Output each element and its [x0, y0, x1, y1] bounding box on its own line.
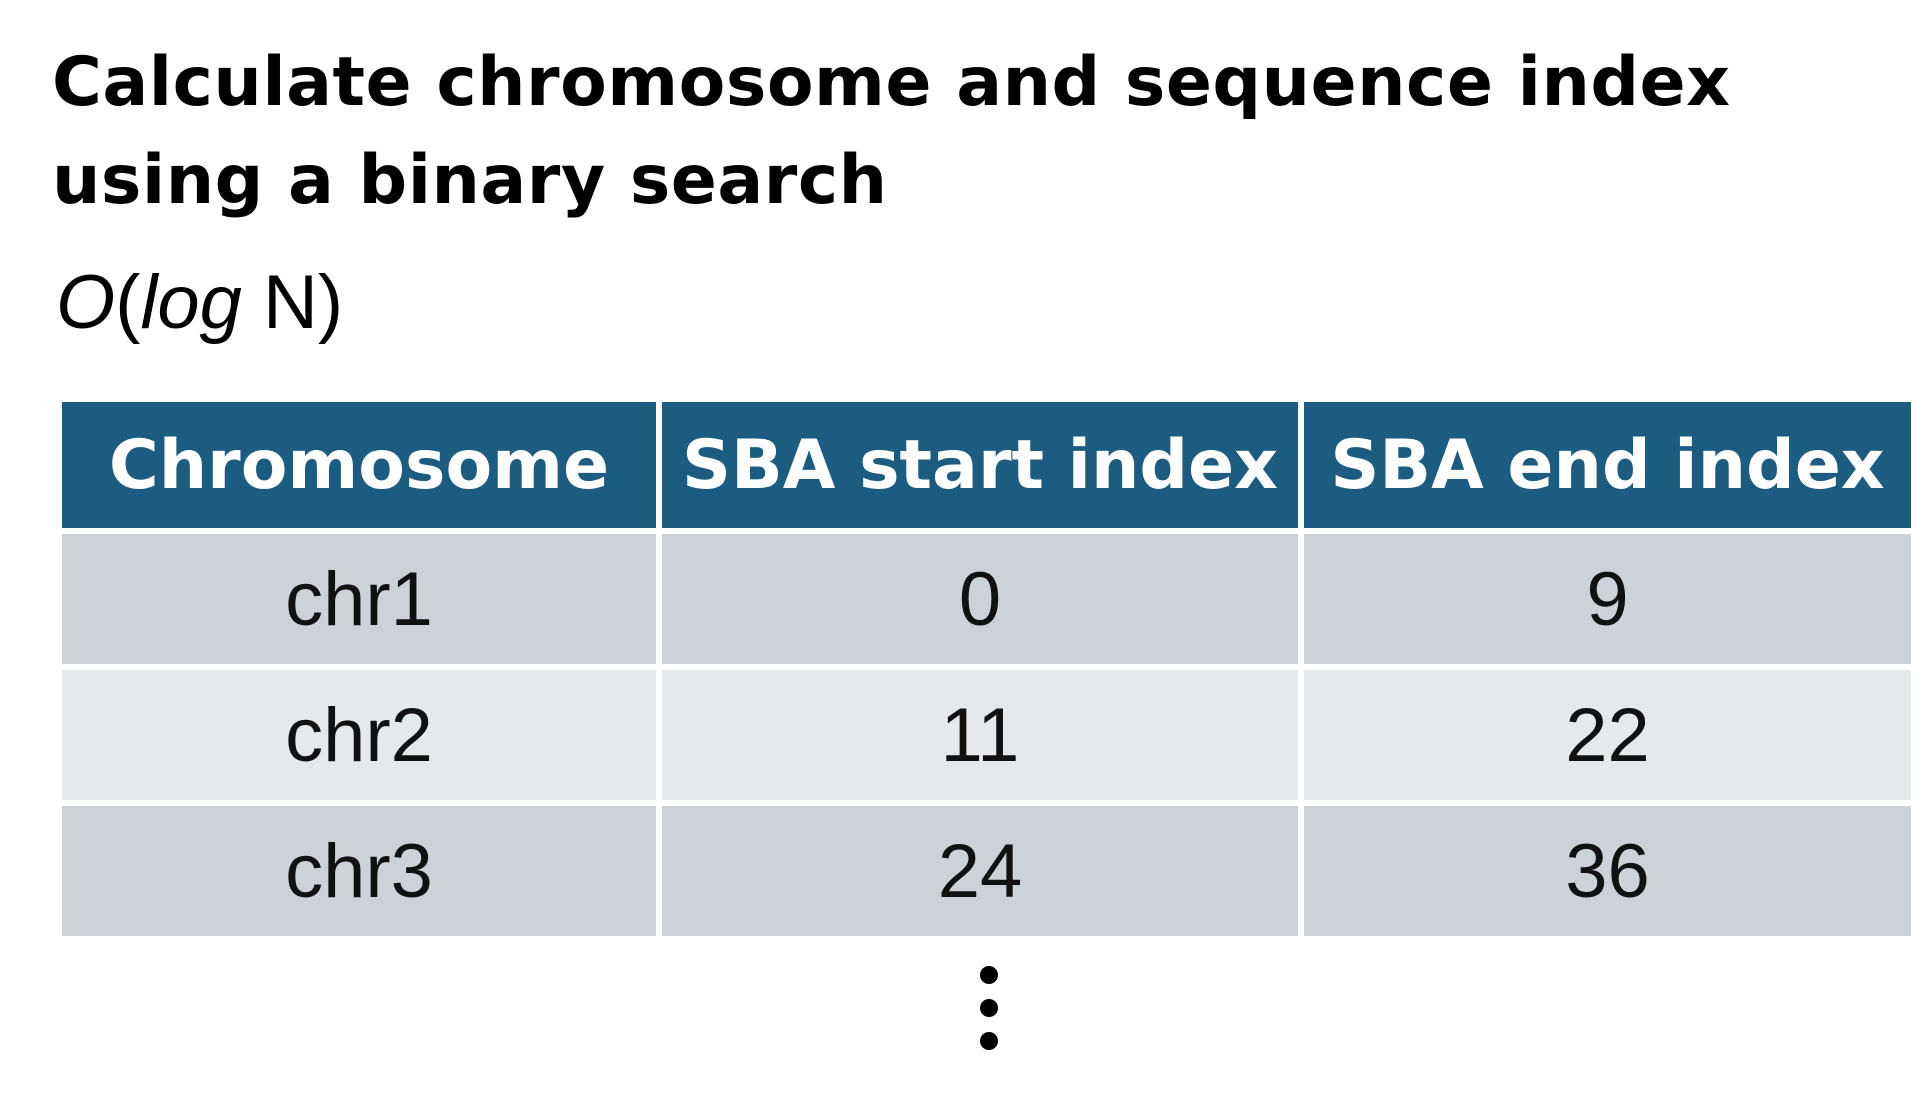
title-line-1: Calculate chromosome and sequence index	[52, 43, 1731, 122]
table-row: chr1 0 9	[62, 534, 1911, 664]
chromosome-index-table: Chromosome SBA start index SBA end index…	[56, 396, 1917, 942]
cell-chromosome: chr1	[62, 534, 656, 664]
table-row: chr2 11 22	[62, 670, 1911, 800]
complexity-open-paren: (	[115, 260, 141, 345]
complexity-log: log	[140, 260, 242, 345]
ellipsis-dot	[980, 1032, 998, 1050]
complexity-o: O	[56, 260, 116, 345]
header-chromosome: Chromosome	[62, 402, 656, 528]
ellipsis-dot	[980, 999, 998, 1017]
cell-end-index: 9	[1304, 534, 1911, 664]
cell-chromosome: chr3	[62, 806, 656, 936]
title-line-2: using a binary search	[52, 141, 888, 220]
header-sba-start-index: SBA start index	[662, 402, 1298, 528]
cell-start-index: 11	[662, 670, 1298, 800]
header-sba-end-index: SBA end index	[1304, 402, 1911, 528]
cell-end-index: 36	[1304, 806, 1911, 936]
cell-chromosome: chr2	[62, 670, 656, 800]
slide-title: Calculate chromosome and sequence index …	[52, 34, 1852, 230]
cell-start-index: 24	[662, 806, 1298, 936]
cell-start-index: 0	[662, 534, 1298, 664]
complexity-label: O(log N)	[56, 258, 343, 348]
ellipsis-dot	[980, 966, 998, 984]
table-header-row: Chromosome SBA start index SBA end index	[62, 402, 1911, 528]
table-row: chr3 24 36	[62, 806, 1911, 936]
cell-end-index: 22	[1304, 670, 1911, 800]
complexity-n: N)	[241, 260, 344, 345]
vertical-ellipsis-icon	[980, 966, 1000, 1050]
